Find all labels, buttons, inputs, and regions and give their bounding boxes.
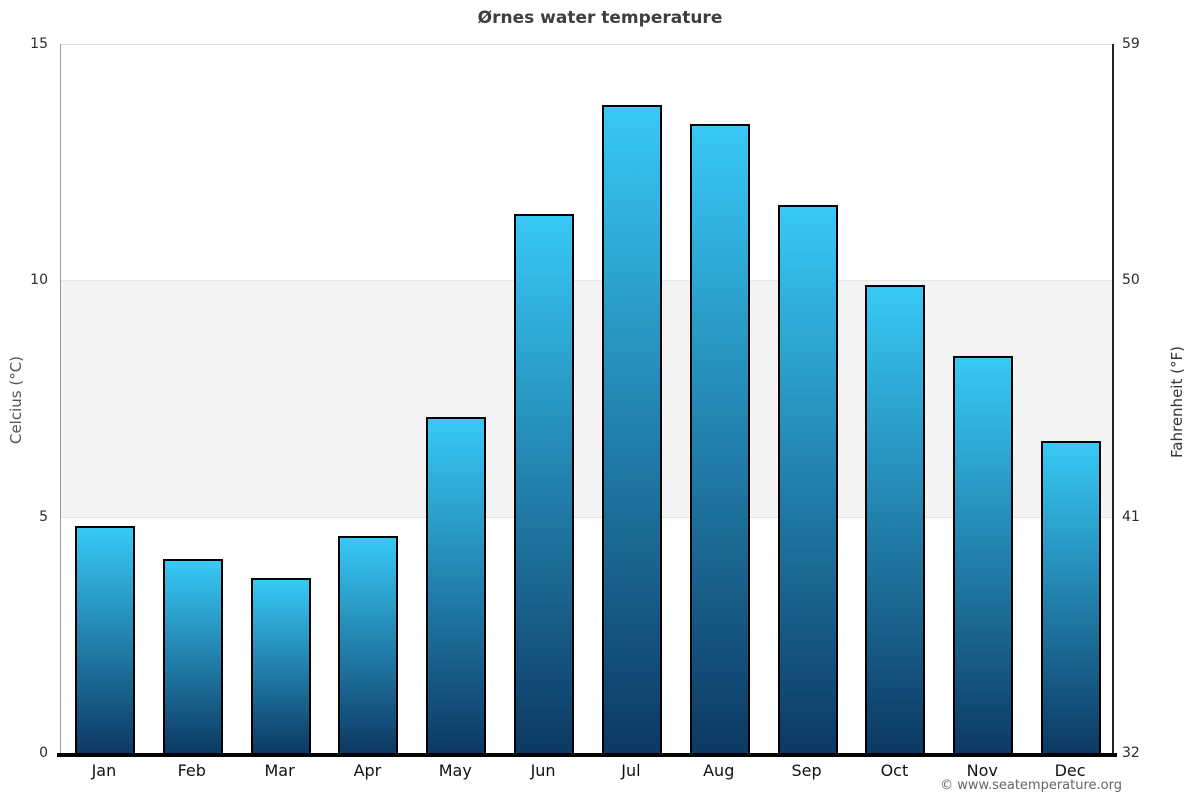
chart-title: Ørnes water temperature bbox=[477, 8, 723, 28]
bar-sep bbox=[777, 204, 838, 753]
bar-jun bbox=[514, 214, 575, 753]
gridline-15 bbox=[61, 44, 1112, 45]
x-tick-jan: Jan bbox=[91, 761, 117, 780]
attribution-text: © www.seatemperature.org bbox=[940, 778, 1122, 793]
y-tick-fahrenheit-32: 32 bbox=[1122, 745, 1140, 761]
y-axis-label-fahrenheit: Fahrenheit (°F) bbox=[1168, 346, 1186, 458]
y-tick-celsius-10: 10 bbox=[30, 272, 48, 289]
x-axis-line bbox=[57, 753, 1117, 757]
y-tick-celsius-5: 5 bbox=[39, 508, 48, 525]
x-tick-oct: Oct bbox=[880, 761, 909, 780]
x-tick-apr: Apr bbox=[353, 761, 382, 780]
y-axis-label-celsius: Celcius (°C) bbox=[7, 355, 25, 445]
bar-feb bbox=[162, 559, 223, 753]
x-tick-aug: Aug bbox=[703, 761, 735, 780]
x-tick-mar: Mar bbox=[264, 761, 295, 780]
bar-may bbox=[426, 417, 487, 753]
y-tick-fahrenheit-50: 50 bbox=[1122, 272, 1140, 289]
x-tick-nov: Nov bbox=[966, 761, 998, 780]
y-tick-fahrenheit-41: 41 bbox=[1122, 508, 1140, 525]
y-tick-celsius-0: 0 bbox=[39, 745, 48, 761]
bar-dec bbox=[1041, 441, 1102, 753]
x-tick-feb: Feb bbox=[177, 761, 206, 780]
x-tick-sep: Sep bbox=[791, 761, 822, 780]
bar-jan bbox=[74, 526, 135, 753]
x-tick-jul: Jul bbox=[621, 761, 641, 780]
plot-area bbox=[60, 44, 1114, 753]
gridline-10 bbox=[61, 280, 1112, 282]
y-tick-celsius-15: 15 bbox=[30, 36, 48, 52]
bar-apr bbox=[338, 535, 399, 753]
bar-oct bbox=[865, 285, 926, 753]
bar-nov bbox=[953, 355, 1014, 753]
bar-mar bbox=[250, 578, 311, 753]
y-tick-fahrenheit-59: 59 bbox=[1122, 36, 1140, 52]
gray-band-5-10 bbox=[61, 280, 1112, 517]
bar-aug bbox=[689, 124, 750, 753]
gridline-5 bbox=[61, 516, 1112, 518]
x-tick-dec: Dec bbox=[1054, 761, 1086, 780]
x-tick-jun: Jun bbox=[530, 761, 556, 780]
x-tick-may: May bbox=[438, 761, 472, 780]
bar-jul bbox=[601, 105, 662, 753]
